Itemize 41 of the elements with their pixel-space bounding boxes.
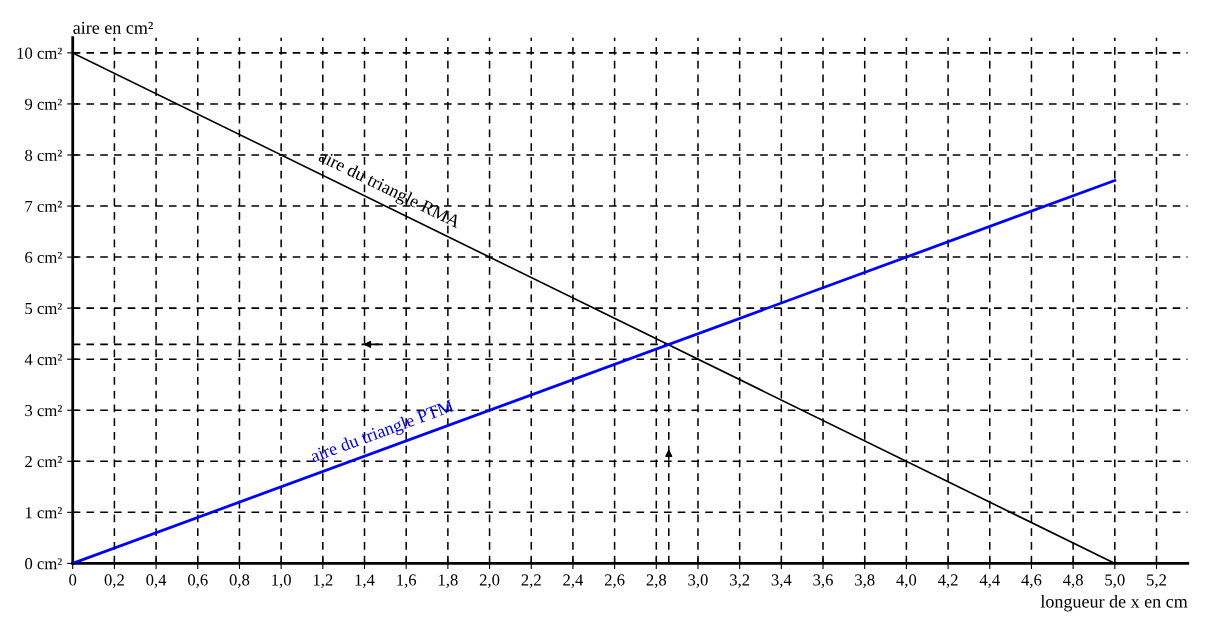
x-tick-label: 4,6: [1021, 574, 1042, 588]
x-tick-label: 1,0: [272, 574, 291, 588]
text: aire du triangle PTM: [309, 398, 456, 467]
x-tick-label: 3,6: [813, 574, 833, 588]
y-tick-label: 0 cm²: [25, 558, 62, 570]
y-tick-label: 5 cm²: [25, 302, 62, 315]
x-tick-label: 2,8: [646, 574, 667, 588]
x-tick-label: 0,4: [146, 574, 167, 588]
x-tick-label: 2,0: [479, 574, 500, 588]
x-tick-label: 1,8: [438, 574, 458, 588]
y-tick-label: 6 cm²: [25, 251, 62, 264]
y-axis-title: aire en cm²: [73, 21, 153, 34]
y-tick-label: 7 cm²: [25, 200, 62, 212]
x-tick-label: 1,4: [355, 574, 375, 588]
x-tick-label: 4,8: [1063, 574, 1083, 588]
x-tick-label: 3,4: [771, 574, 792, 588]
x-tick-label: 3,8: [855, 574, 875, 588]
x-tick-label: 3,2: [730, 574, 750, 588]
x-tick-label: 5,2: [1147, 574, 1166, 588]
x-tick-label: 0,2: [104, 574, 124, 588]
x-tick-label: 2,6: [604, 574, 625, 588]
y-tick-label: 2 cm²: [25, 456, 62, 468]
y-tick-label: 3 cm²: [25, 404, 62, 417]
y-tick-label: 1 cm²: [25, 507, 62, 519]
x-tick-label: 0: [69, 574, 77, 586]
x-tick-label: 0,8: [229, 574, 250, 588]
y-tick-label: 4 cm²: [24, 353, 62, 366]
x-tick-label: 1,2: [313, 574, 333, 588]
y-tick-label: 9 cm²: [24, 98, 62, 110]
x-tick-label: 0,6: [187, 574, 208, 588]
x-tick-label: 2,4: [563, 574, 584, 588]
x-tick-label: 4,2: [937, 574, 958, 588]
x-tick-label: 2,2: [521, 574, 541, 588]
y-tick-label: 10 cm²: [17, 47, 62, 59]
x-axis-title: longueur de x en cm: [1040, 594, 1188, 612]
x-tick-label: 4,4: [979, 574, 1000, 588]
x-tick-label: 4,0: [896, 574, 917, 588]
x-tick-label: 5,0: [1105, 574, 1125, 588]
x-tick-label: 1,6: [397, 574, 417, 588]
y-tick-label: 8 cm²: [25, 149, 62, 161]
x-tick-label: 3,0: [688, 574, 708, 588]
